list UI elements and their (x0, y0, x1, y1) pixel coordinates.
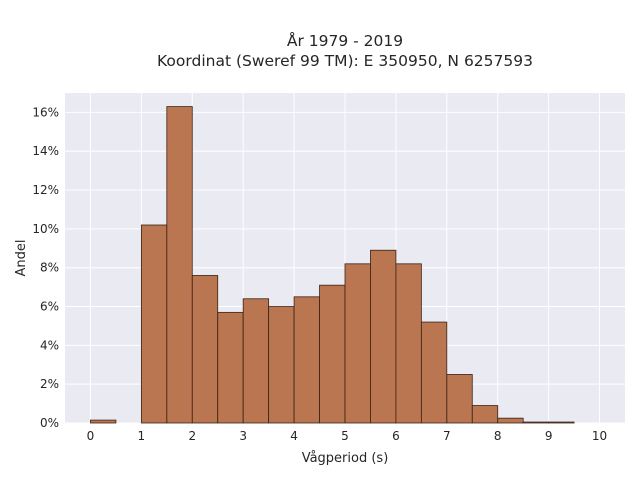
y-tick-label: 4% (40, 338, 59, 352)
histogram-bar (268, 306, 295, 424)
y-tick-label: 0% (40, 416, 59, 430)
y-tick-label: 6% (40, 300, 59, 314)
histogram-bar (522, 421, 550, 424)
x-tick-labels: 0 1 2 3 4 5 6 7 8 9 10 (87, 429, 608, 443)
histogram-bar (90, 419, 117, 424)
histogram-bar (242, 298, 270, 424)
y-tick-label: 12% (32, 183, 59, 197)
x-tick-label: 7 (443, 429, 451, 443)
chart-title-line-1: År 1979 - 2019 (287, 31, 403, 50)
x-tick-label: 8 (494, 429, 502, 443)
x-tick-label: 10 (592, 429, 607, 443)
histogram-bar (548, 421, 575, 424)
x-tick-label: 6 (392, 429, 400, 443)
y-tick-label: 16% (32, 105, 59, 119)
y-tick-labels: 0% 2% 4% 6% 8% 10% 12% 14% 16% (32, 105, 59, 430)
x-tick-label: 9 (545, 429, 553, 443)
y-tick-label: 14% (32, 144, 59, 158)
histogram-bar (497, 417, 524, 424)
histogram-bar (344, 263, 371, 424)
histogram-bar (217, 311, 244, 424)
y-tick-label: 10% (32, 222, 59, 236)
histogram-bar (293, 296, 320, 424)
bar-layer (90, 106, 575, 424)
histogram-bar (471, 405, 499, 424)
histogram-bar (140, 224, 168, 424)
x-tick-label: 4 (290, 429, 298, 443)
histogram-bar (166, 106, 193, 424)
histogram-bar (420, 321, 448, 424)
histogram-bar (191, 275, 219, 424)
x-tick-label: 0 (87, 429, 95, 443)
y-tick-label: 8% (40, 261, 59, 275)
histogram-bar (395, 263, 422, 424)
histogram-bar (370, 249, 397, 424)
x-tick-label: 3 (239, 429, 247, 443)
y-axis-label: Andel (14, 240, 29, 277)
x-axis-label: Vågperiod (s) (302, 451, 389, 466)
y-tick-label: 2% (40, 377, 59, 391)
histogram-bar (446, 374, 473, 424)
x-tick-label: 2 (188, 429, 196, 443)
x-tick-label: 5 (341, 429, 349, 443)
chart-title-line-2: Koordinat (Sweref 99 TM): E 350950, N 62… (157, 52, 533, 70)
histogram-bar (319, 284, 346, 424)
x-tick-label: 1 (138, 429, 146, 443)
